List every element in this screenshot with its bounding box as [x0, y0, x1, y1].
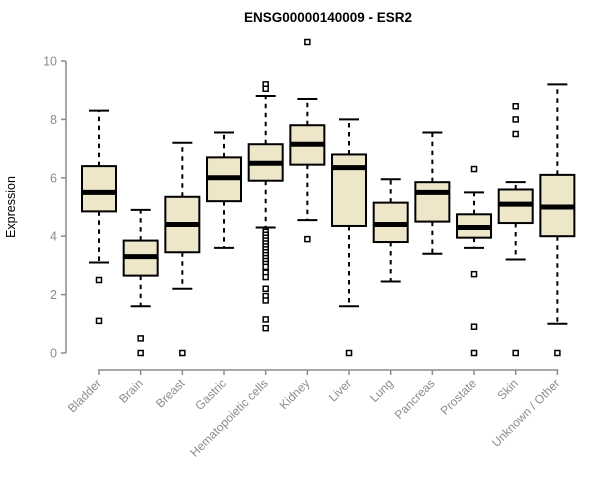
- y-tick-label: 2: [50, 288, 57, 302]
- outlier-point: [262, 316, 269, 323]
- x-category-label: Skin: [494, 376, 520, 402]
- y-tick-label: 8: [50, 113, 57, 127]
- outlier-point: [304, 38, 311, 46]
- y-tick-label: 4: [50, 230, 57, 244]
- outlier-point: [262, 85, 269, 92]
- outlier-point: [470, 349, 478, 357]
- outlier-point: [512, 349, 519, 357]
- outlier-point: [95, 276, 103, 284]
- outlier-point: [179, 349, 186, 357]
- iqr-box: [81, 165, 117, 213]
- y-tick-label: 6: [50, 171, 57, 185]
- outlier-point: [470, 165, 478, 173]
- outlier-point: [512, 116, 519, 123]
- plot-area: 0 2 4 6 8 10 Bladder Brain Breast GastricHematopo…: [43, 38, 576, 460]
- outlier-point: [345, 349, 353, 357]
- x-category-label: Bladder: [65, 376, 104, 415]
- outlier-point: [470, 323, 478, 330]
- outlier-point: [262, 297, 269, 304]
- x-category-label: Pancreas: [392, 376, 438, 422]
- x-category-label: Gastric: [192, 376, 229, 413]
- outlier-point: [262, 273, 269, 281]
- outlier-point: [304, 235, 311, 243]
- outlier-point: [137, 349, 144, 357]
- x-category-label: Breast: [153, 376, 188, 411]
- y-axis-label: Expression: [4, 176, 18, 238]
- outlier-point: [262, 285, 269, 293]
- x-category-label: Brain: [116, 376, 146, 406]
- outlier-point: [554, 349, 561, 357]
- iqr-box: [414, 181, 451, 223]
- chart-title: ENSG00000140009 - ESR2: [244, 10, 412, 25]
- outlier-point: [470, 270, 478, 278]
- x-category-label: Kidney: [277, 376, 313, 412]
- x-category-label: Lung: [367, 376, 396, 405]
- y-tick-label: 10: [43, 55, 57, 69]
- x-category-label: Prostate: [438, 376, 480, 418]
- x-category-label: Liver: [326, 376, 354, 404]
- x-category-label: Hematopoietic cells: [187, 376, 270, 459]
- outlier-point: [512, 103, 519, 110]
- outlier-point: [137, 335, 144, 342]
- outlier-point: [262, 324, 269, 332]
- outlier-point: [262, 263, 269, 271]
- outlier-point: [512, 130, 519, 138]
- outlier-point: [95, 317, 103, 325]
- y-tick-label: 0: [50, 347, 57, 361]
